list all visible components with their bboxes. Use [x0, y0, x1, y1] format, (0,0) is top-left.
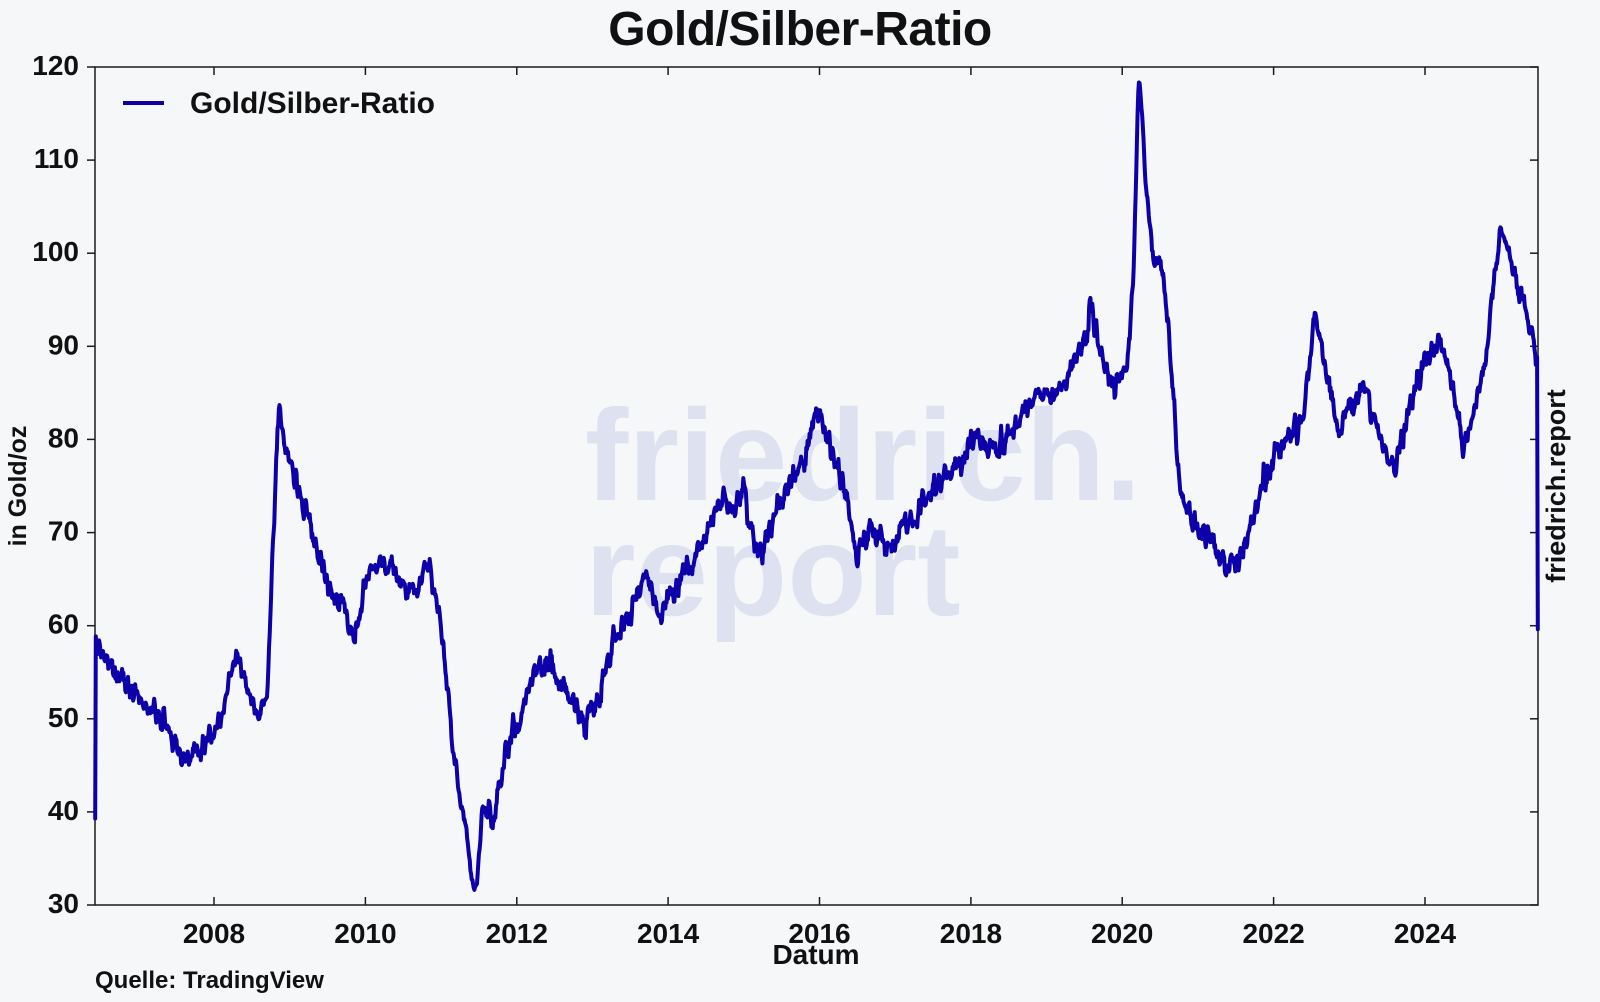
- svg-text:Datum: Datum: [772, 939, 859, 970]
- svg-text:120: 120: [32, 50, 79, 81]
- svg-text:110: 110: [34, 143, 79, 174]
- svg-text:friedrich.report: friedrich.report: [1541, 389, 1571, 583]
- svg-text:2010: 2010: [334, 918, 396, 949]
- svg-text:90: 90: [48, 329, 79, 360]
- svg-text:70: 70: [48, 516, 79, 547]
- svg-text:2014: 2014: [637, 918, 700, 949]
- svg-text:80: 80: [48, 422, 79, 453]
- svg-text:2024: 2024: [1394, 918, 1457, 949]
- svg-text:2018: 2018: [940, 918, 1002, 949]
- svg-text:60: 60: [48, 609, 79, 640]
- svg-text:Quelle: TradingView: Quelle: TradingView: [95, 967, 324, 994]
- svg-text:40: 40: [48, 795, 79, 826]
- svg-text:100: 100: [32, 236, 79, 267]
- svg-text:in Gold/oz: in Gold/oz: [4, 426, 32, 547]
- svg-text:2012: 2012: [486, 918, 548, 949]
- svg-text:2020: 2020: [1091, 918, 1153, 949]
- svg-text:30: 30: [48, 888, 79, 919]
- svg-text:2022: 2022: [1242, 918, 1304, 949]
- svg-text:Gold/Silber-Ratio: Gold/Silber-Ratio: [190, 87, 435, 120]
- svg-text:50: 50: [48, 702, 79, 733]
- svg-text:2008: 2008: [183, 918, 245, 949]
